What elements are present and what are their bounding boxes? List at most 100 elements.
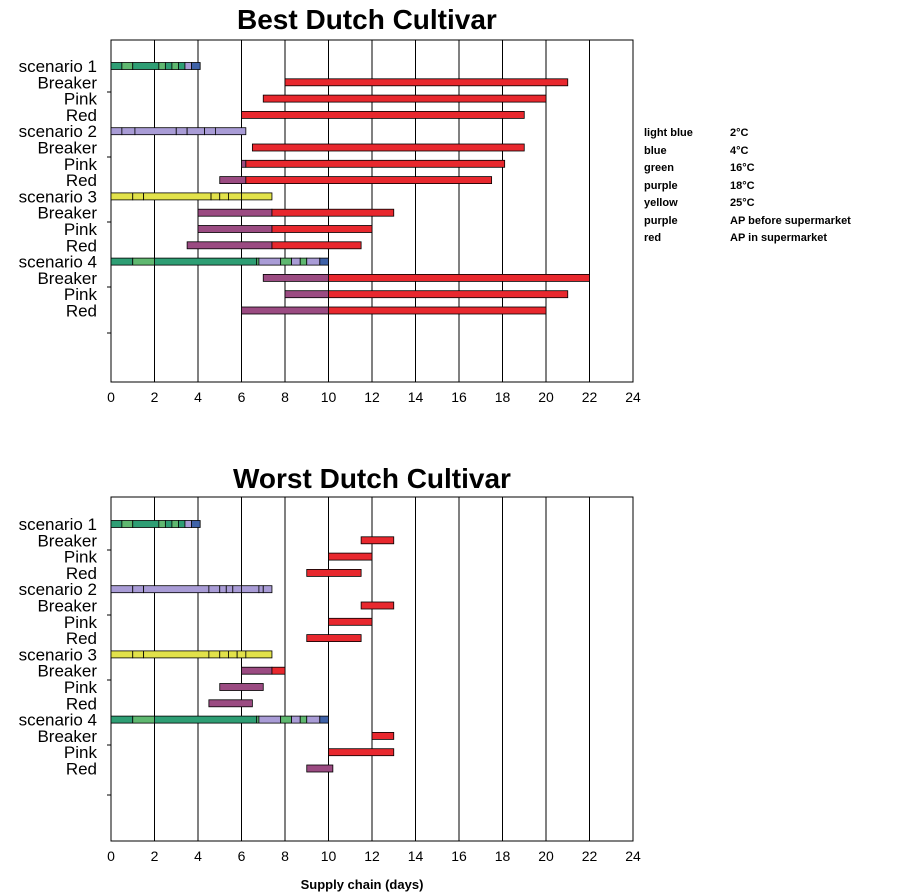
bar-segment <box>232 585 242 594</box>
bar-segment <box>121 520 134 528</box>
bar-segment <box>143 585 210 594</box>
bar-segment <box>299 715 308 724</box>
bar-segment <box>258 585 264 594</box>
bar-segment <box>132 650 145 659</box>
row-label: Breaker <box>37 269 97 288</box>
bar-segment <box>228 650 238 659</box>
bar-segment <box>178 520 186 528</box>
bar-segment <box>262 585 273 594</box>
row-label: Pink <box>64 548 98 567</box>
legend-meaning: AP before supermarket <box>730 214 851 227</box>
bar-segment <box>110 715 134 724</box>
x-tick-label: 4 <box>194 389 202 405</box>
row-label: scenario 4 <box>19 253 97 272</box>
x-tick-label: 18 <box>495 389 511 405</box>
row-label: Red <box>66 694 97 713</box>
row-label: Red <box>66 171 97 190</box>
row-label: scenario 1 <box>19 57 97 76</box>
bar-segment <box>328 552 373 561</box>
bar-segment <box>360 601 395 610</box>
bar-segment <box>132 585 145 594</box>
bar-segment <box>208 699 253 708</box>
row-label: Red <box>66 236 97 255</box>
legend-color-name: purple <box>644 214 678 227</box>
legend-color-name: light blue <box>644 127 693 139</box>
bar-segment <box>280 715 292 724</box>
legend-meaning: AP in supermarket <box>730 232 828 244</box>
legend-meaning: 18°C <box>730 179 755 192</box>
row-label: scenario 1 <box>19 515 97 534</box>
x-tick-label: 10 <box>321 389 337 405</box>
row-label: scenario 3 <box>19 187 97 206</box>
bar-segment <box>225 585 234 594</box>
bar-segment <box>219 650 229 659</box>
x-tick-label: 16 <box>451 848 467 864</box>
row-label: Pink <box>64 678 98 697</box>
bar-segment <box>214 127 247 136</box>
bar-segment <box>191 520 201 528</box>
bar-segment <box>306 569 362 577</box>
x-tick-label: 6 <box>238 389 246 405</box>
row-label: Pink <box>64 613 98 632</box>
bar-segment <box>245 159 506 168</box>
bar-segment <box>306 715 321 724</box>
row-label: Breaker <box>37 597 97 616</box>
x-tick-label: 14 <box>408 389 424 405</box>
bar-segment <box>271 208 395 217</box>
row-label: Breaker <box>37 662 97 681</box>
chart-title-best: Best Dutch Cultivar <box>237 4 497 35</box>
bar-segment <box>208 650 221 659</box>
bar-segment <box>241 111 525 119</box>
row-label: Pink <box>64 743 98 762</box>
bar-segment <box>245 650 273 659</box>
bar-segment <box>219 683 264 691</box>
x-tick-label: 22 <box>582 389 598 405</box>
bar-segment <box>236 650 247 659</box>
x-tick-label: 10 <box>321 848 337 864</box>
bar-segment <box>328 306 547 315</box>
legend-color-name: blue <box>644 144 667 157</box>
bar-segment <box>371 732 395 740</box>
row-label: Breaker <box>37 139 97 158</box>
bar-segment <box>110 585 134 594</box>
bar-segment <box>258 715 282 724</box>
bar-segment <box>360 536 395 545</box>
row-label: Pink <box>64 90 98 109</box>
bar-segment <box>132 520 160 528</box>
bar-segment <box>158 520 166 528</box>
bar-segment <box>143 650 210 659</box>
bar-segment <box>306 764 334 773</box>
x-tick-label: 20 <box>538 389 554 405</box>
x-tick-label: 0 <box>107 848 115 864</box>
legend-color-name: purple <box>644 179 678 192</box>
bar-segment <box>328 617 373 626</box>
bar-segment <box>271 666 286 675</box>
bar-segment <box>110 520 123 528</box>
bar-segment <box>328 290 569 299</box>
x-tick-label: 20 <box>538 848 554 864</box>
legend-meaning: 2°C <box>730 127 749 139</box>
legend-meaning: 25°C <box>730 197 755 209</box>
bar-segment <box>319 715 329 724</box>
bar-segment <box>262 94 547 103</box>
bar-segment <box>241 192 273 201</box>
x-tick-label: 4 <box>194 848 202 864</box>
row-label: Red <box>66 564 97 583</box>
row-label: Red <box>66 760 97 779</box>
bar-segment <box>271 241 362 250</box>
row-label: Breaker <box>37 204 97 223</box>
x-tick-label: 24 <box>625 848 641 864</box>
bar-segment <box>184 520 192 528</box>
bar-segment <box>110 650 134 659</box>
bar-segment <box>171 520 179 528</box>
bar-segment <box>208 585 221 594</box>
bar-segment <box>251 143 525 152</box>
x-tick-label: 18 <box>495 848 511 864</box>
legend-item: purple AP before supermarket <box>644 213 851 231</box>
row-label: Breaker <box>37 727 97 746</box>
row-label: Pink <box>64 285 98 304</box>
x-tick-label: 22 <box>582 848 598 864</box>
x-tick-label: 12 <box>364 389 380 405</box>
